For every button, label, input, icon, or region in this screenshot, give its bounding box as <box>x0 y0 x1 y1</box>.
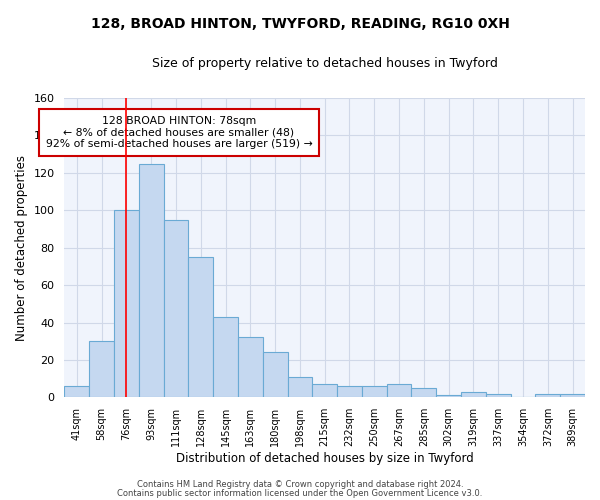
Bar <box>486 394 511 398</box>
Bar <box>535 394 560 398</box>
Title: Size of property relative to detached houses in Twyford: Size of property relative to detached ho… <box>152 58 497 70</box>
Bar <box>386 384 412 398</box>
Bar <box>263 352 287 398</box>
Bar <box>114 210 139 398</box>
Bar <box>188 257 213 398</box>
Text: 128, BROAD HINTON, TWYFORD, READING, RG10 0XH: 128, BROAD HINTON, TWYFORD, READING, RG1… <box>91 18 509 32</box>
Bar <box>238 338 263 398</box>
Text: Contains public sector information licensed under the Open Government Licence v3: Contains public sector information licen… <box>118 489 482 498</box>
X-axis label: Distribution of detached houses by size in Twyford: Distribution of detached houses by size … <box>176 452 473 465</box>
Bar <box>139 164 164 398</box>
Bar <box>213 317 238 398</box>
Bar <box>313 384 337 398</box>
Bar <box>287 377 313 398</box>
Text: 128 BROAD HINTON: 78sqm
← 8% of detached houses are smaller (48)
92% of semi-det: 128 BROAD HINTON: 78sqm ← 8% of detached… <box>46 116 313 149</box>
Bar <box>436 396 461 398</box>
Bar <box>461 392 486 398</box>
Text: Contains HM Land Registry data © Crown copyright and database right 2024.: Contains HM Land Registry data © Crown c… <box>137 480 463 489</box>
Bar <box>164 220 188 398</box>
Bar <box>89 341 114 398</box>
Y-axis label: Number of detached properties: Number of detached properties <box>15 154 28 340</box>
Bar <box>337 386 362 398</box>
Bar <box>64 386 89 398</box>
Bar <box>362 386 386 398</box>
Bar <box>412 388 436 398</box>
Bar <box>560 394 585 398</box>
